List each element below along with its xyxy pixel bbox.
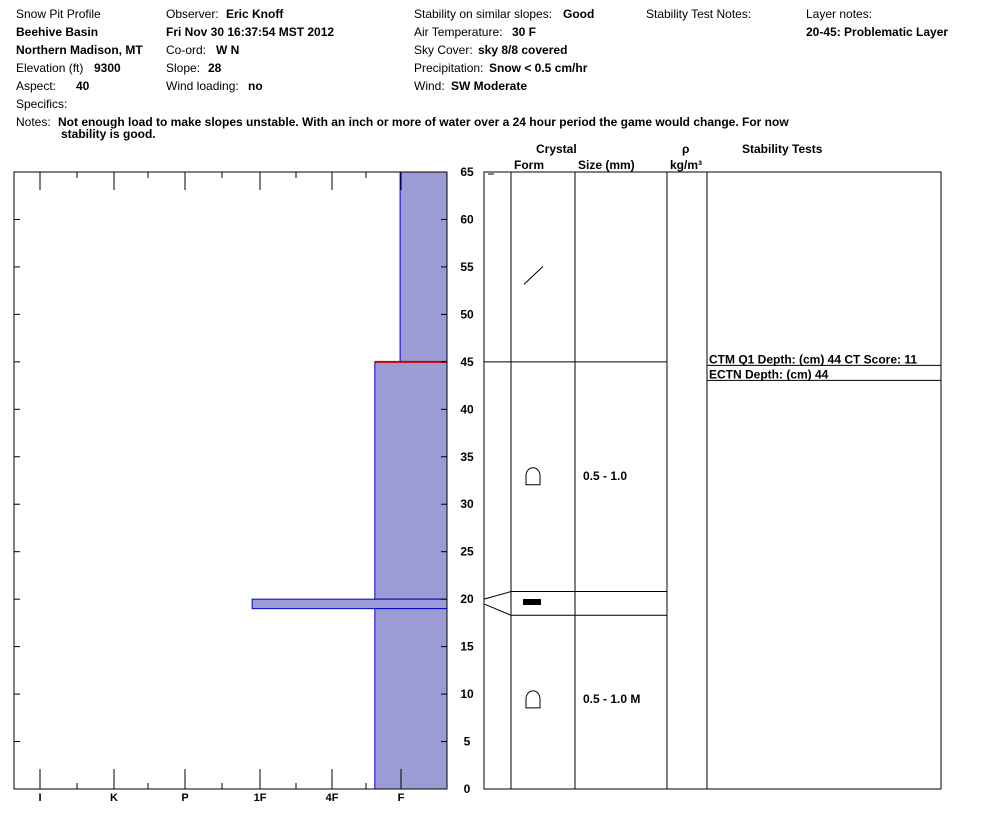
observer-value: Eric Knoff	[226, 7, 284, 21]
wind-loading-label: Wind loading:	[166, 79, 239, 93]
crystal-header: Crystal	[536, 142, 577, 156]
density-unit-header: kg/m³	[670, 158, 703, 172]
stability-test-1: ECTN Depth: (cm) 44	[709, 367, 829, 381]
rounded-grains-icon-3	[525, 690, 541, 709]
hardness-bar-1	[374, 361, 448, 600]
depth-label-50: 50	[460, 307, 474, 321]
aspect-value: 40	[76, 79, 90, 93]
notes-label: Notes:	[16, 115, 51, 129]
crystal-table-frame	[483, 171, 942, 790]
pit-title: Snow Pit Profile	[16, 7, 101, 21]
depth-label-30: 30	[460, 497, 474, 511]
layer-notes-value: 20-45: Problematic Layer	[806, 25, 949, 39]
rounded-grains-icon-1	[525, 467, 541, 486]
wind-value: SW Moderate	[451, 79, 528, 93]
datetime: Fri Nov 30 16:37:54 MST 2012	[166, 25, 335, 39]
precip-label: Precipitation:	[414, 61, 484, 75]
coord-value: W N	[216, 43, 240, 57]
layer-notes-label: Layer notes:	[806, 7, 873, 21]
aspect-label: Aspect:	[16, 79, 57, 93]
precip-value: Snow < 0.5 cm/hr	[489, 61, 588, 75]
hardness-label-P: P	[181, 792, 188, 804]
layer-boundary-lower-19	[483, 603, 667, 616]
depth-label-10: 10	[460, 687, 474, 701]
hardness-label-1F: 1F	[254, 792, 267, 804]
hardness-label-4F: 4F	[326, 792, 339, 804]
hardness-label-I: I	[38, 792, 41, 804]
stability-value: Good	[563, 7, 595, 21]
crystal-size-1: 0.5 - 1.0	[583, 469, 627, 483]
hardness-bar-0	[399, 171, 448, 363]
hardness-label-F: F	[398, 792, 405, 804]
form-header: Form	[514, 158, 544, 172]
hardness-plot-frame	[13, 171, 448, 790]
size-header: Size (mm)	[578, 158, 635, 172]
depth-label-25: 25	[460, 545, 474, 559]
stability-label: Stability on similar slopes:	[414, 7, 553, 21]
elevation-label: Elevation (ft)	[16, 61, 84, 75]
precipitation-particles-icon	[523, 266, 544, 285]
specifics-label: Specifics:	[16, 97, 68, 111]
depth-label-55: 55	[460, 260, 474, 274]
depth-label-20: 20	[460, 592, 474, 606]
observer-label: Observer:	[166, 7, 219, 21]
depth-label-0: 0	[464, 782, 471, 796]
ice-crust-icon	[523, 599, 541, 606]
sky-label: Sky Cover:	[414, 43, 473, 57]
slope-value: 28	[208, 61, 222, 75]
wind-loading-value: no	[248, 79, 263, 93]
depth-label-15: 15	[460, 640, 474, 654]
notes-line1: Not enough load to make slopes unstable.…	[58, 115, 789, 129]
stability-notes-label: Stability Test Notes:	[646, 7, 752, 21]
region: Northern Madison, MT	[16, 43, 143, 57]
depth-label-35: 35	[460, 450, 474, 464]
location: Beehive Basin	[16, 25, 99, 39]
hardness-label-K: K	[110, 792, 118, 804]
depth-label-5: 5	[464, 735, 471, 749]
depth-label-40: 40	[460, 402, 474, 416]
elevation-value: 9300	[94, 61, 121, 75]
notes-line2: stability is good.	[61, 127, 156, 141]
depth-label-65: 65	[460, 165, 474, 179]
hardness-bar-2	[251, 598, 448, 610]
sky-value: sky 8/8 covered	[478, 43, 568, 57]
stability-tests-header: Stability Tests	[742, 142, 823, 156]
layer-boundary-upper-20	[483, 591, 667, 600]
wind-label: Wind:	[414, 79, 445, 93]
crystal-size-3: 0.5 - 1.0 M	[583, 692, 640, 706]
depth-label-45: 45	[460, 355, 474, 369]
hardness-bar-3	[374, 608, 448, 790]
air-temp-label: Air Temperature:	[414, 25, 503, 39]
depth-label-60: 60	[460, 212, 474, 226]
slope-label: Slope:	[166, 61, 201, 75]
rho-header: ρ	[682, 142, 690, 156]
air-temp-value: 30 F	[512, 25, 537, 39]
stability-test-0: CTM Q1 Depth: (cm) 44 CT Score: 11	[709, 352, 917, 366]
coord-label: Co-ord:	[166, 43, 207, 57]
